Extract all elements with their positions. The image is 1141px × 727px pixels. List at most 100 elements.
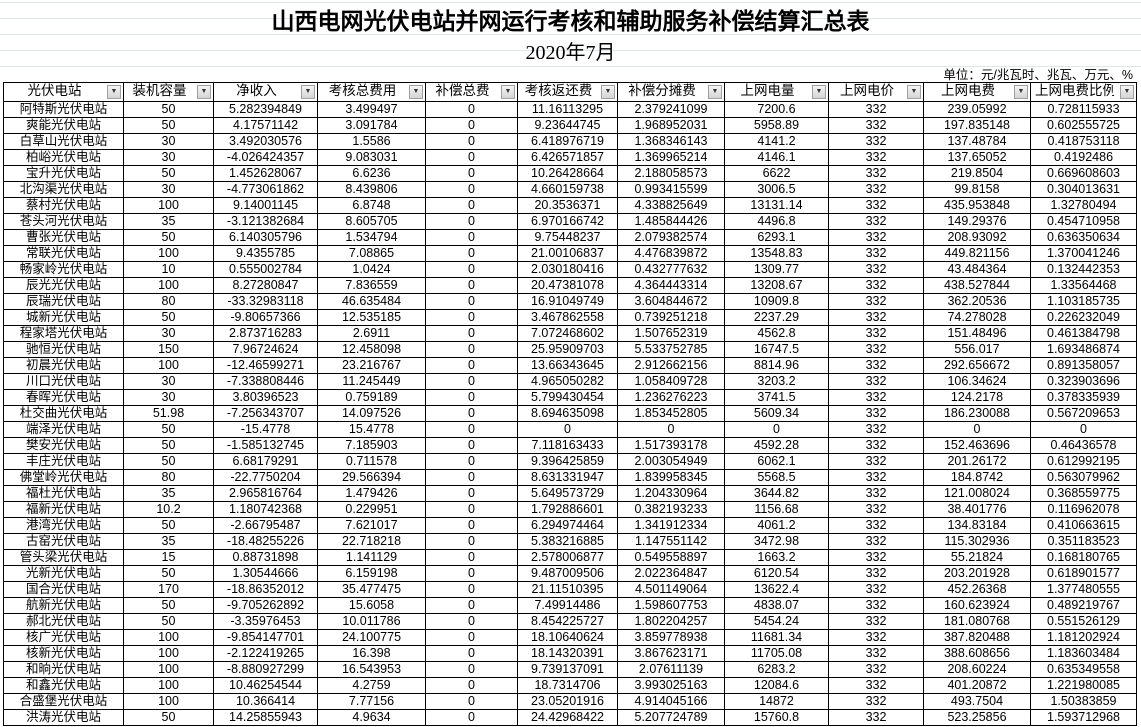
table-cell[interactable]: 1.370041246 [1030, 245, 1137, 262]
table-cell[interactable]: 6062.1 [724, 453, 829, 470]
station-name-cell[interactable]: 樊安光伏电站 [3, 437, 124, 454]
table-cell[interactable]: -9.854147701 [213, 629, 318, 646]
table-cell[interactable]: 0.549558897 [617, 549, 725, 566]
table-cell[interactable]: 1.507652319 [617, 325, 725, 342]
table-cell[interactable]: 4.2759 [317, 677, 426, 694]
table-cell[interactable]: 4141.2 [724, 133, 829, 150]
table-cell[interactable]: 8.631331947 [517, 469, 618, 486]
table-cell[interactable]: 0.410663615 [1030, 517, 1137, 534]
table-cell[interactable]: 1.968952031 [617, 117, 725, 134]
table-cell[interactable]: 1.839958345 [617, 469, 725, 486]
table-cell[interactable]: 13208.67 [724, 277, 829, 294]
table-cell[interactable]: 181.080768 [923, 613, 1031, 630]
table-cell[interactable]: 151.48496 [923, 325, 1031, 342]
table-cell[interactable]: 0 [425, 645, 518, 662]
table-cell[interactable]: 0.489219767 [1030, 597, 1137, 614]
station-name-cell[interactable]: 和鑫光伏电站 [3, 677, 124, 694]
table-cell[interactable]: 18.10640624 [517, 629, 618, 646]
table-cell[interactable]: 5568.5 [724, 469, 829, 486]
table-cell[interactable]: 6283.2 [724, 661, 829, 678]
table-cell[interactable]: 30 [123, 181, 214, 198]
table-cell[interactable]: 1663.2 [724, 549, 829, 566]
table-cell[interactable]: 4.17571142 [213, 117, 318, 134]
table-cell[interactable]: 3644.82 [724, 485, 829, 502]
table-cell[interactable]: 7.836559 [317, 277, 426, 294]
table-cell[interactable]: 106.34624 [923, 373, 1031, 390]
table-cell[interactable]: 332 [828, 421, 924, 438]
table-cell[interactable]: 2.003054949 [617, 453, 725, 470]
table-cell[interactable]: 11681.34 [724, 629, 829, 646]
table-cell[interactable]: 332 [828, 245, 924, 262]
table-cell[interactable]: 5.533752785 [617, 341, 725, 358]
table-cell[interactable]: 15.4778 [317, 421, 426, 438]
table-cell[interactable]: 0.229951 [317, 501, 426, 518]
table-cell[interactable]: 4838.07 [724, 597, 829, 614]
table-cell[interactable]: 5454.24 [724, 613, 829, 630]
table-cell[interactable]: 9.14001145 [213, 197, 318, 214]
table-cell[interactable]: 18.7314706 [517, 677, 618, 694]
table-cell[interactable]: 2.912662156 [617, 357, 725, 374]
table-cell[interactable]: 30 [123, 149, 214, 166]
table-cell[interactable]: 0.432777632 [617, 261, 725, 278]
table-cell[interactable]: 30 [123, 389, 214, 406]
table-cell[interactable]: 25.95909703 [517, 341, 618, 358]
table-cell[interactable]: 1.485844426 [617, 213, 725, 230]
table-cell[interactable]: 362.20536 [923, 293, 1031, 310]
table-cell[interactable]: 1.593712968 [1030, 709, 1137, 726]
table-cell[interactable]: 50 [123, 597, 214, 614]
table-cell[interactable]: 0 [425, 261, 518, 278]
table-cell[interactable]: 0 [724, 421, 829, 438]
table-cell[interactable]: 12084.6 [724, 677, 829, 694]
table-cell[interactable]: 9.487009506 [517, 565, 618, 582]
table-cell[interactable]: 3472.98 [724, 533, 829, 550]
table-cell[interactable]: -2.66795487 [213, 517, 318, 534]
table-cell[interactable]: 51.98 [123, 405, 214, 422]
table-cell[interactable]: 5.282394849 [213, 101, 318, 118]
station-name-cell[interactable]: 古窑光伏电站 [3, 533, 124, 550]
table-cell[interactable]: 4.476839872 [617, 245, 725, 262]
table-cell[interactable]: 0 [425, 565, 518, 582]
table-cell[interactable]: 0.88731898 [213, 549, 318, 566]
table-cell[interactable]: 30 [123, 133, 214, 150]
table-cell[interactable]: 332 [828, 613, 924, 630]
table-cell[interactable]: 0 [923, 421, 1031, 438]
table-cell[interactable]: 0 [425, 549, 518, 566]
station-name-cell[interactable]: 蔡村光伏电站 [3, 197, 124, 214]
table-cell[interactable]: -3.121382684 [213, 213, 318, 230]
table-cell[interactable]: 0 [425, 405, 518, 422]
table-cell[interactable]: 0 [425, 373, 518, 390]
table-cell[interactable]: 9.75448237 [517, 229, 618, 246]
table-cell[interactable]: 50 [123, 517, 214, 534]
table-cell[interactable]: 332 [828, 549, 924, 566]
table-cell[interactable]: 50 [123, 565, 214, 582]
table-cell[interactable]: 100 [123, 677, 214, 694]
station-name-cell[interactable]: 福新光伏电站 [3, 501, 124, 518]
table-cell[interactable]: 0 [425, 421, 518, 438]
filter-dropdown-icon[interactable]: ▼ [107, 85, 121, 99]
table-cell[interactable]: 5609.34 [724, 405, 829, 422]
table-cell[interactable]: 3006.5 [724, 181, 829, 198]
table-cell[interactable]: 2.6911 [317, 325, 426, 342]
table-cell[interactable]: 4.501149064 [617, 581, 725, 598]
table-cell[interactable]: 5.207724789 [617, 709, 725, 726]
table-cell[interactable]: 0.323903696 [1030, 373, 1137, 390]
table-cell[interactable]: 0 [425, 693, 518, 710]
station-name-cell[interactable]: 曹张光伏电站 [3, 229, 124, 246]
table-cell[interactable]: 160.623924 [923, 597, 1031, 614]
table-cell[interactable]: 332 [828, 373, 924, 390]
table-cell[interactable]: 80 [123, 469, 214, 486]
table-cell[interactable]: 55.21824 [923, 549, 1031, 566]
table-cell[interactable]: 149.29376 [923, 213, 1031, 230]
table-cell[interactable]: 6293.1 [724, 229, 829, 246]
table-cell[interactable]: 0.739251218 [617, 309, 725, 326]
station-name-cell[interactable]: 苍头河光伏电站 [3, 213, 124, 230]
table-cell[interactable]: 137.65052 [923, 149, 1031, 166]
table-cell[interactable]: 0 [425, 709, 518, 726]
table-cell[interactable]: 4.338825649 [617, 197, 725, 214]
table-cell[interactable]: 150 [123, 341, 214, 358]
table-cell[interactable]: 4.9634 [317, 709, 426, 726]
table-cell[interactable]: 332 [828, 389, 924, 406]
table-cell[interactable]: 35 [123, 485, 214, 502]
table-cell[interactable]: 2.030180416 [517, 261, 618, 278]
table-cell[interactable]: 332 [828, 325, 924, 342]
